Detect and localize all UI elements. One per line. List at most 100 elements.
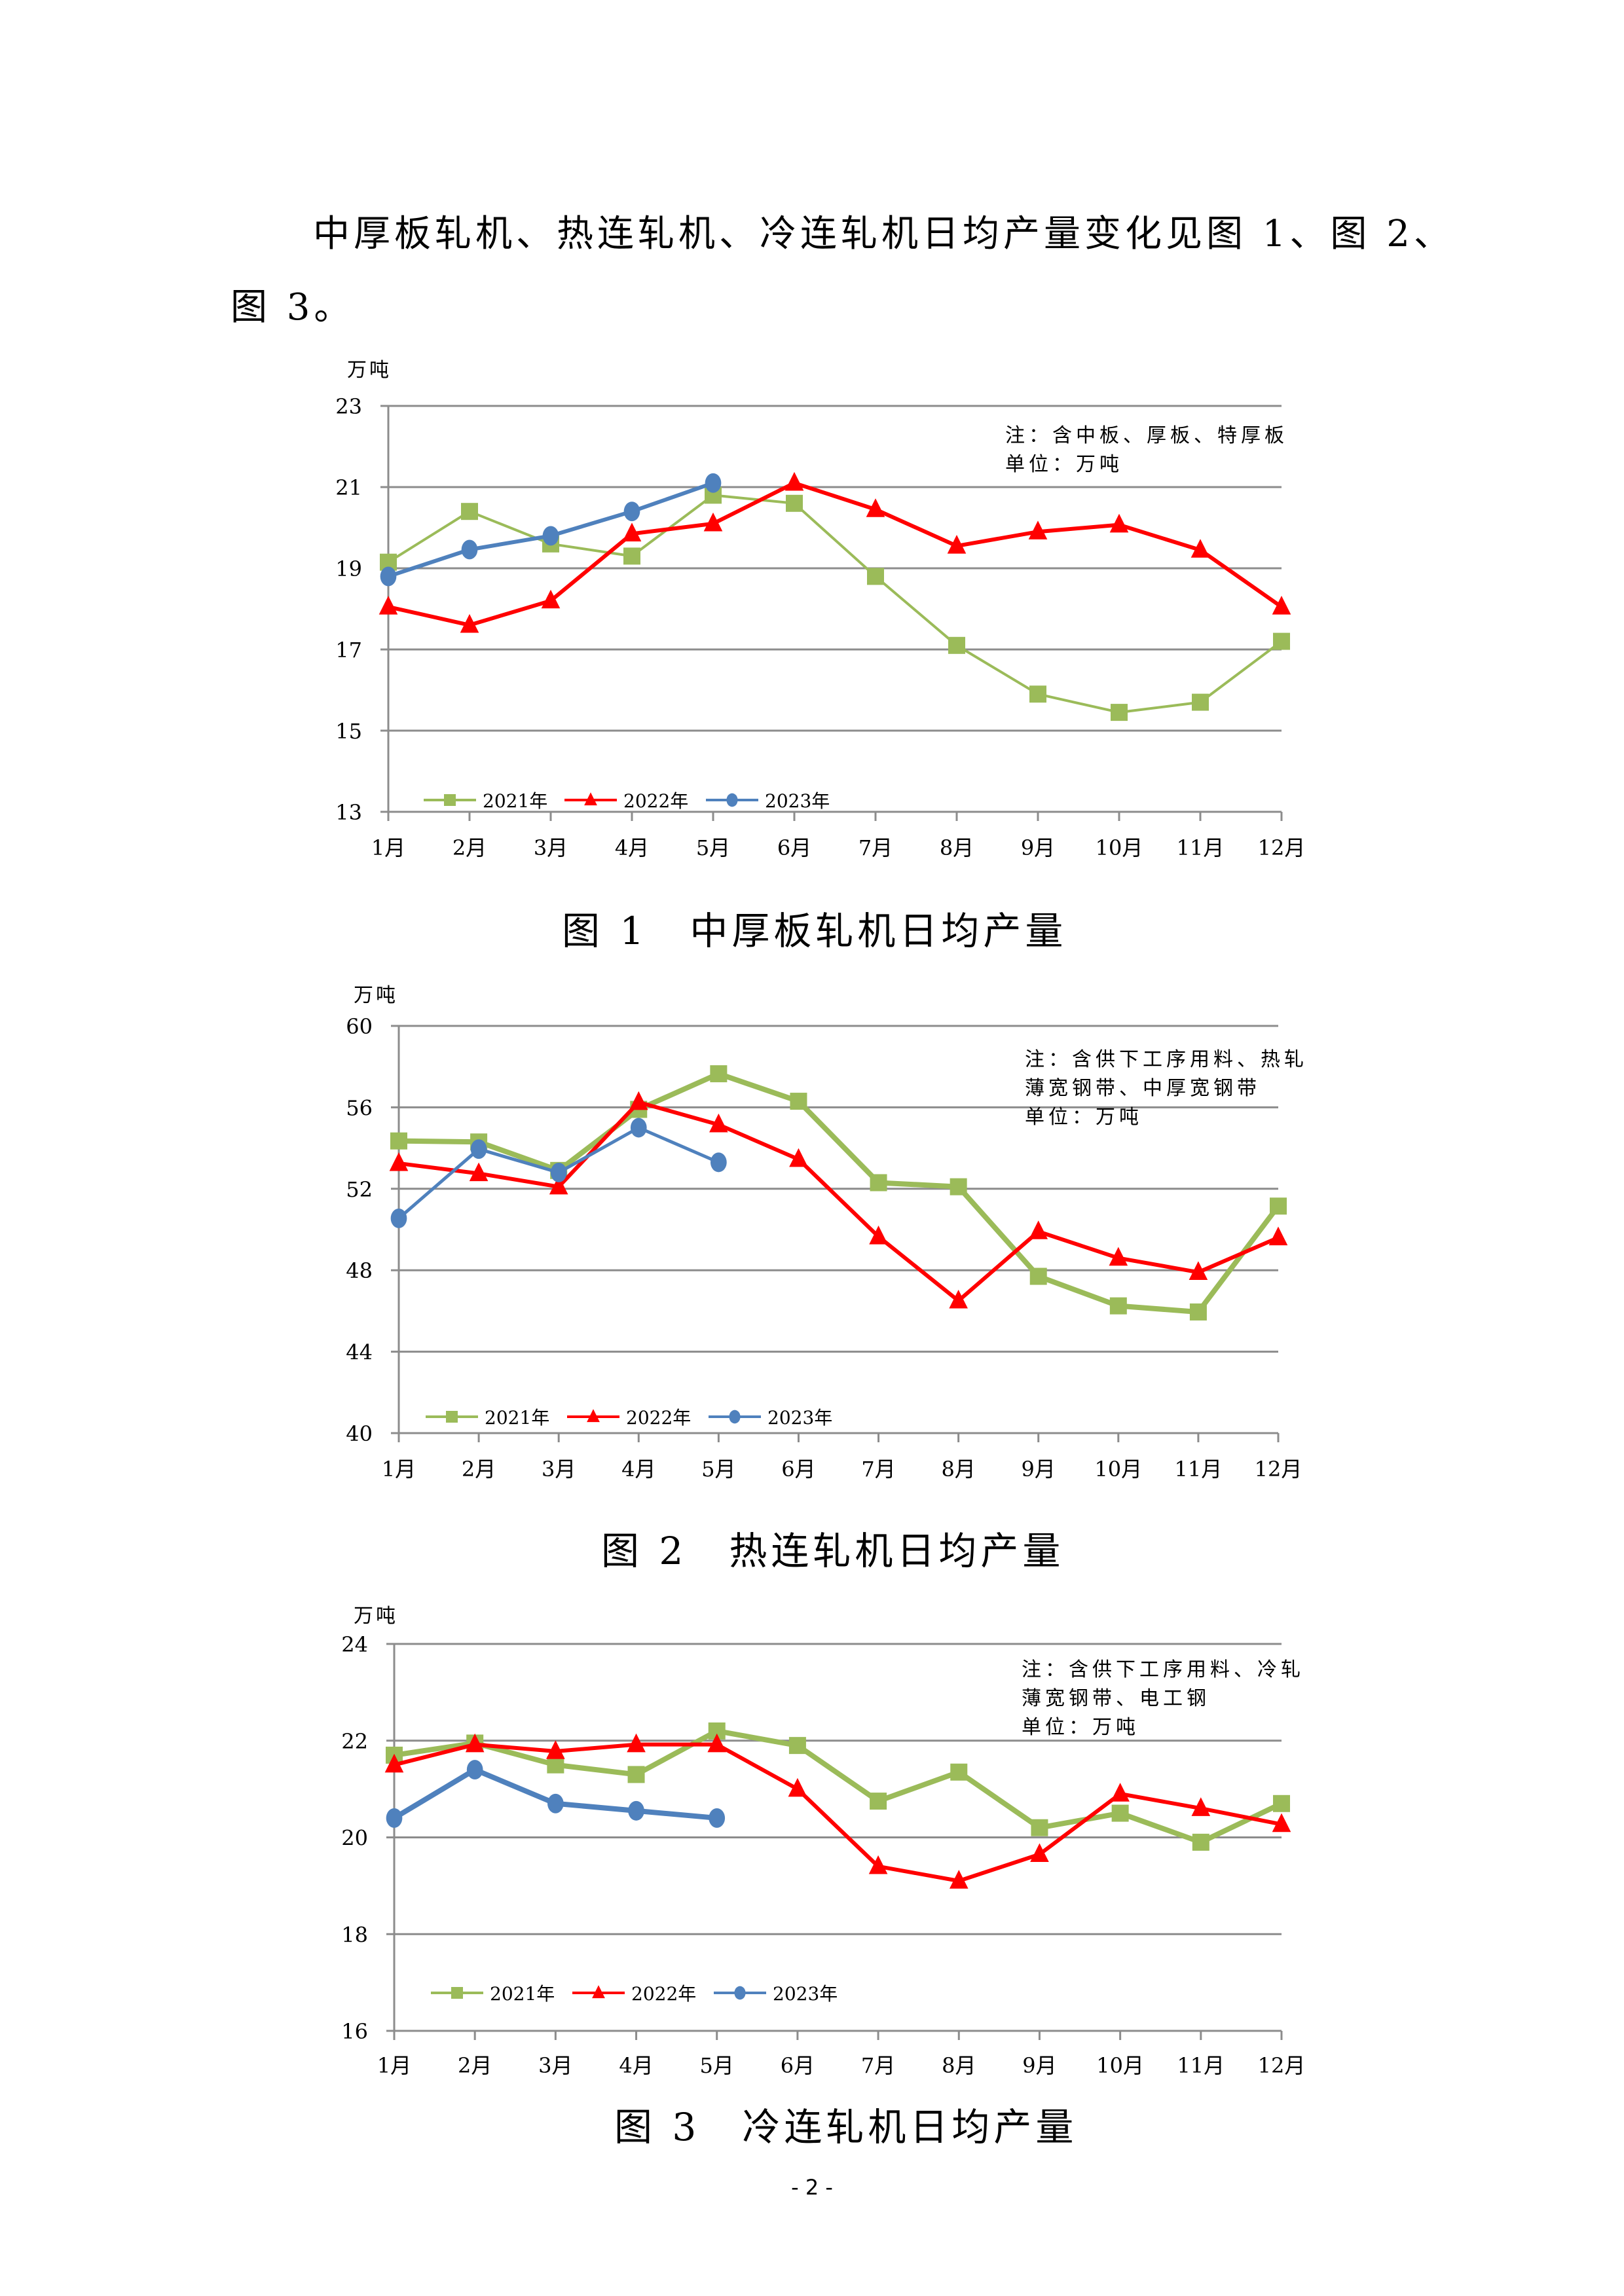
data-point-2022 — [1190, 539, 1210, 558]
data-point-2022 — [378, 596, 398, 615]
data-point-2022 — [784, 471, 804, 491]
x-tick-label: 4月 — [621, 1457, 655, 1482]
series-line-2022 — [394, 1742, 1282, 1883]
x-tick-label: 1月 — [371, 835, 405, 860]
data-point-2022 — [788, 1777, 807, 1797]
chart-note: 注：含供下工序用料、冷轧 — [1022, 1658, 1304, 1681]
data-point-2022 — [1109, 513, 1129, 533]
figure-2-caption: 图 2 热连轧机日均产量 — [601, 1529, 1065, 1573]
data-point-2022 — [469, 1162, 489, 1182]
x-tick-label: 10月 — [1096, 835, 1143, 860]
data-point-2021 — [1029, 1267, 1047, 1285]
data-point-2022 — [549, 1175, 568, 1195]
series-line-2021 — [398, 1071, 1281, 1315]
data-point-2022 — [389, 1152, 409, 1171]
y-tick-label: 44 — [346, 1340, 373, 1365]
x-tick-label: 7月 — [861, 2053, 895, 2078]
data-point-2023 — [705, 473, 722, 493]
x-tick-label: 4月 — [619, 2053, 653, 2078]
data-point-2021 — [790, 1093, 807, 1110]
data-point-2021 — [1192, 693, 1209, 711]
data-point-2023 — [466, 1760, 483, 1780]
legend-marker-2021 — [451, 1987, 463, 1999]
data-point-2021 — [390, 1132, 407, 1150]
data-point-2022 — [465, 1733, 485, 1753]
data-point-2021 — [1270, 1197, 1287, 1215]
x-tick-label: 8月 — [941, 1457, 975, 1482]
data-point-2023 — [390, 1208, 407, 1228]
data-point-2022 — [866, 498, 885, 517]
x-tick-label: 12月 — [1258, 2053, 1306, 2078]
data-point-2023 — [628, 1800, 644, 1821]
data-point-2023 — [461, 539, 478, 560]
legend-marker-2023 — [729, 1410, 741, 1424]
body-text-line-2: 图 3。 — [231, 286, 355, 329]
data-point-2021 — [867, 568, 884, 585]
x-tick-label: 3月 — [538, 2053, 572, 2078]
x-tick-label: 9月 — [1022, 2053, 1056, 2078]
y-tick-label: 17 — [335, 638, 362, 663]
data-point-2023 — [709, 1808, 726, 1828]
data-point-2022 — [1030, 1843, 1049, 1863]
chart-note: 单位：万吨 — [1025, 1106, 1143, 1129]
x-tick-label: 3月 — [542, 1457, 576, 1482]
legend-label-2022: 2022年 — [623, 790, 688, 812]
legend-label-2023: 2023年 — [773, 1983, 838, 2005]
data-point-2022 — [627, 1733, 646, 1753]
data-point-2021 — [786, 494, 803, 512]
chart-note: 注：含供下工序用料、热轧 — [1025, 1048, 1308, 1071]
y-tick-label: 60 — [346, 1014, 373, 1039]
data-point-2023 — [470, 1139, 487, 1159]
data-point-2023 — [710, 1152, 727, 1173]
x-tick-label: 8月 — [942, 2053, 976, 2078]
data-point-2021 — [1189, 1303, 1207, 1321]
data-point-2023 — [547, 1793, 564, 1813]
data-point-2021 — [950, 1178, 967, 1195]
x-tick-label: 7月 — [861, 1457, 895, 1482]
legend-marker-2021 — [444, 794, 456, 806]
x-tick-label: 11月 — [1175, 1457, 1223, 1482]
chart-note: 注：含中板、厚板、特厚板 — [1005, 424, 1288, 447]
data-point-2021 — [1111, 704, 1128, 721]
data-point-2022 — [460, 613, 479, 633]
y-tick-label: 22 — [341, 1729, 368, 1754]
legend-marker-2022 — [592, 1985, 605, 1999]
legend-marker-2023 — [734, 1986, 746, 2000]
x-tick-label: 8月 — [940, 835, 974, 860]
x-tick-label: 2月 — [452, 835, 487, 860]
y-tick-label: 21 — [335, 475, 362, 500]
data-point-2023 — [630, 1118, 647, 1138]
x-tick-label: 1月 — [382, 1457, 416, 1482]
series-line-2022 — [388, 481, 1283, 627]
data-point-2021 — [623, 547, 640, 565]
x-tick-label: 7月 — [858, 835, 893, 860]
chart-note: 单位：万吨 — [1022, 1716, 1139, 1739]
legend-label-2023: 2023年 — [765, 790, 830, 812]
legend-label-2023: 2023年 — [767, 1407, 832, 1429]
x-tick-label: 1月 — [377, 2053, 411, 2078]
data-point-2022 — [1189, 1261, 1208, 1281]
x-tick-label: 9月 — [1022, 1457, 1056, 1482]
data-point-2022 — [384, 1753, 404, 1773]
data-point-2022 — [709, 1113, 728, 1133]
data-point-2022 — [1268, 1226, 1288, 1246]
data-point-2022 — [546, 1740, 565, 1759]
x-tick-label: 6月 — [781, 1457, 815, 1482]
legend-marker-2022 — [587, 1409, 600, 1423]
data-point-2022 — [1109, 1247, 1128, 1266]
data-point-2022 — [1272, 596, 1291, 615]
legend-marker-2023 — [726, 793, 738, 807]
y-tick-label: 24 — [341, 1632, 368, 1657]
legend-label-2021: 2021年 — [483, 790, 547, 812]
chart-note: 薄宽钢带、电工钢 — [1022, 1687, 1210, 1710]
x-tick-label: 5月 — [696, 835, 730, 860]
y-tick-label: 52 — [346, 1177, 373, 1202]
x-tick-label: 10月 — [1096, 2053, 1144, 2078]
x-tick-label: 6月 — [777, 835, 811, 860]
data-point-2021 — [950, 1763, 968, 1781]
x-tick-label: 12月 — [1258, 835, 1306, 860]
series-line-2021 — [394, 1728, 1283, 1845]
